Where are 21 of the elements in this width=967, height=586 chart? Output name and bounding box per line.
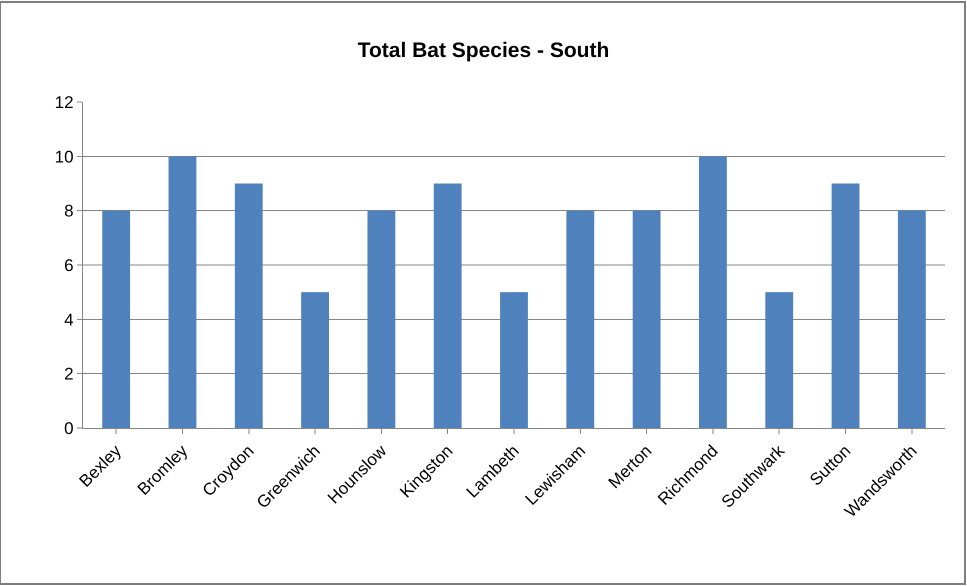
bar [699,156,727,428]
bar [168,156,196,428]
bar [632,210,661,428]
y-tick-label: 6 [64,256,74,275]
y-tick-label: 12 [54,92,74,112]
y-tick-label: 10 [54,147,74,166]
bar [367,210,396,428]
bar [500,292,528,428]
y-tick-label: 4 [64,310,74,330]
bar [898,210,926,428]
bar [832,184,860,428]
chart-title: Total Bat Species - South [358,39,610,62]
bar [102,210,130,428]
y-tick-label: 2 [64,364,74,384]
y-tick-label: 0 [64,418,74,438]
bar [566,210,594,428]
bar [765,292,794,428]
bar [234,184,263,428]
bar [301,292,329,428]
y-tick-label: 8 [64,202,74,221]
bar [434,184,462,428]
